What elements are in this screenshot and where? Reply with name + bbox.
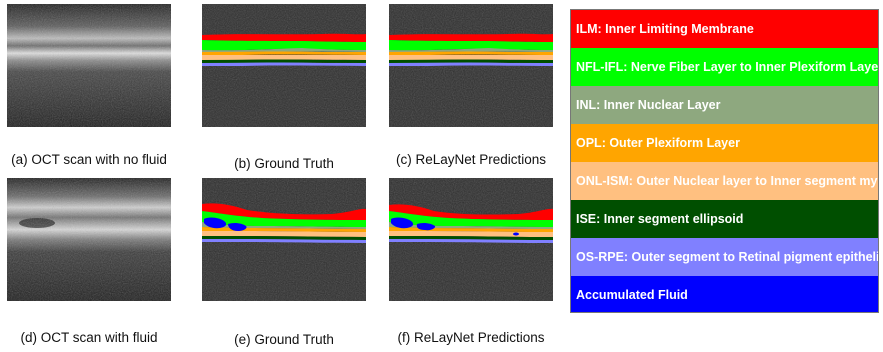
- legend-item-ise: ISE: Inner segment ellipsoid: [571, 200, 878, 238]
- ground-truth-no-fluid: [202, 4, 366, 127]
- relaynet-prediction-no-fluid: [389, 4, 553, 127]
- oct-scan-no-fluid-image: [7, 4, 171, 127]
- ground-truth-with-fluid-map: [202, 178, 366, 301]
- legend-item-ilm: ILM: Inner Limiting Membrane: [571, 10, 878, 48]
- caption-b: (b) Ground Truth: [234, 156, 334, 171]
- caption-f: (f) ReLayNet Predictions: [397, 330, 545, 345]
- caption-a: (a) OCT scan with no fluid: [11, 152, 167, 167]
- layer-legend: ILM: Inner Limiting Membrane NFL-IFL: Ne…: [570, 9, 879, 313]
- caption-e: (e) Ground Truth: [234, 332, 334, 347]
- legend-item-os-rpe: OS-RPE: Outer segment to Retinal pigment…: [571, 238, 878, 276]
- legend-item-inl: INL: Inner Nuclear Layer: [571, 86, 878, 124]
- legend-item-onl-ism: ONL-ISM: Outer Nuclear layer to Inner se…: [571, 162, 878, 200]
- oct-scan-with-fluid: [7, 178, 171, 301]
- legend-item-nfl-ifl: NFL-IFL: Nerve Fiber Layer to Inner Plex…: [571, 48, 878, 86]
- relaynet-prediction-with-fluid: [389, 178, 553, 301]
- legend-item-fluid: Accumulated Fluid: [571, 276, 878, 312]
- relaynet-prediction-with-fluid-map: [389, 178, 553, 301]
- caption-d: (d) OCT scan with fluid: [20, 330, 158, 345]
- ground-truth-no-fluid-map: [202, 4, 366, 127]
- oct-scan-with-fluid-image: [7, 178, 171, 301]
- caption-c: (c) ReLayNet Predictions: [395, 152, 547, 167]
- relaynet-prediction-no-fluid-map: [389, 4, 553, 127]
- ground-truth-with-fluid: [202, 178, 366, 301]
- legend-item-opl: OPL: Outer Plexiform Layer: [571, 124, 878, 162]
- oct-scan-no-fluid: [7, 4, 171, 127]
